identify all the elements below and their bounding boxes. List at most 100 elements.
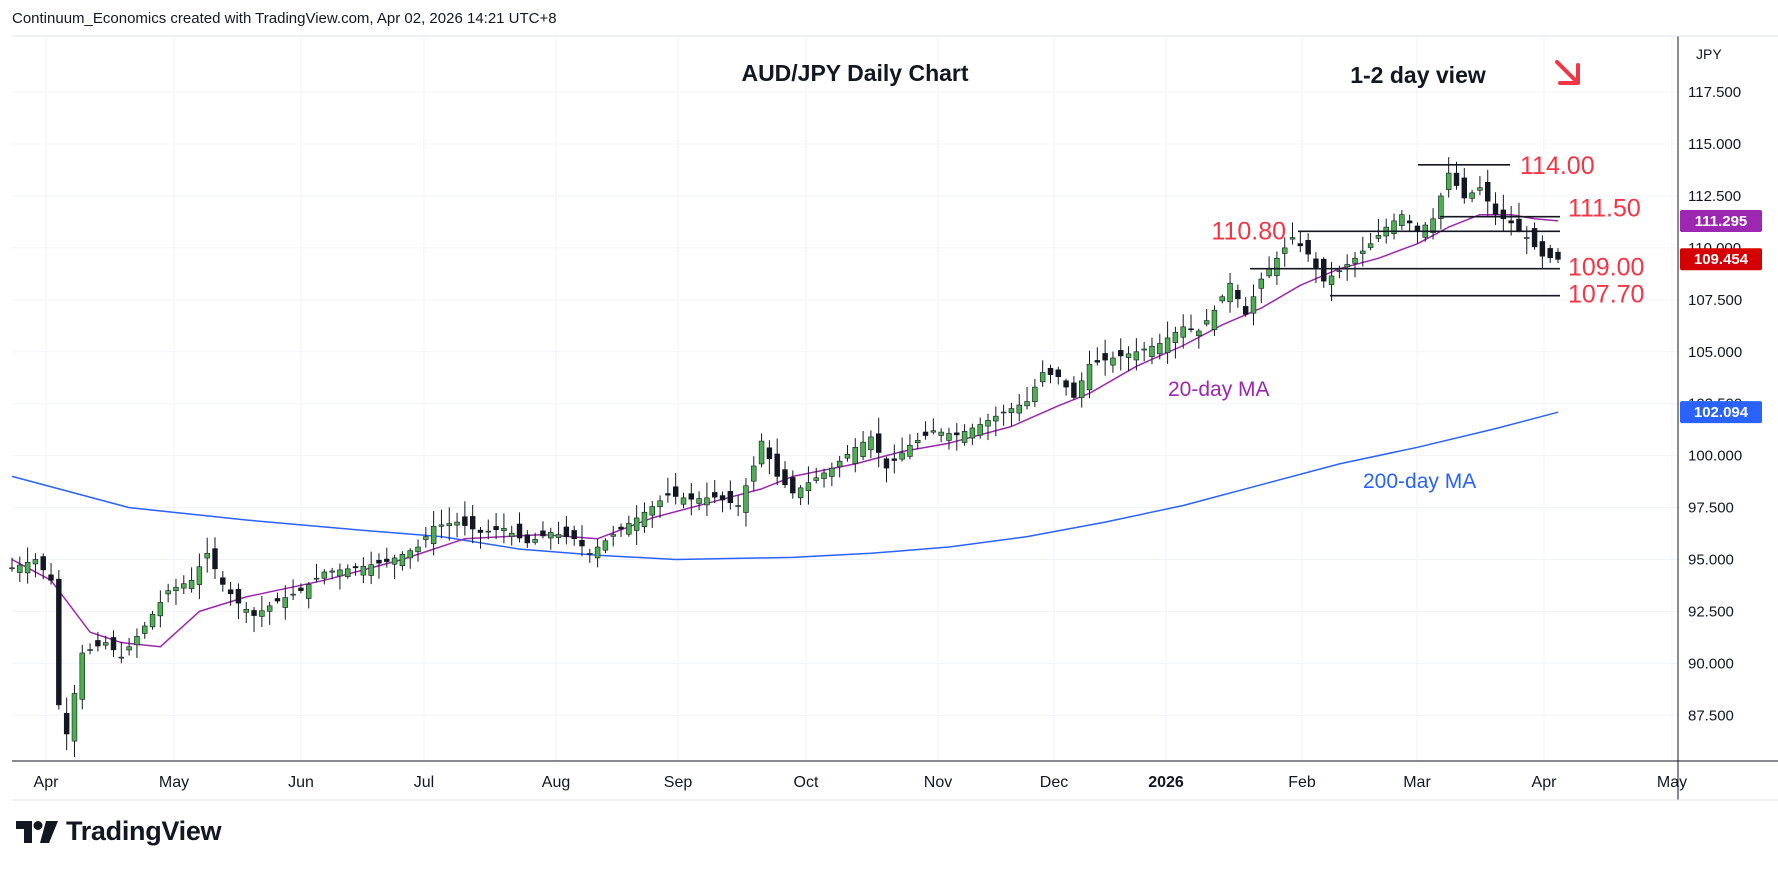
candle-body	[1094, 360, 1101, 363]
candle-body	[1391, 220, 1397, 234]
x-tick-label: Apr	[1532, 774, 1558, 791]
candle-body	[751, 465, 757, 482]
candle-body	[1008, 408, 1015, 413]
candle-body	[712, 492, 718, 498]
candle-body	[165, 590, 171, 595]
ma200-label: 200-day MA	[1363, 470, 1476, 493]
candle-body	[1219, 296, 1225, 302]
candle-body	[173, 586, 179, 592]
candle-body	[688, 493, 695, 500]
candle-body	[360, 565, 367, 576]
candle-body	[735, 505, 741, 507]
candle-body	[946, 433, 952, 441]
candle-body	[118, 656, 125, 659]
candle-body	[1352, 257, 1358, 264]
candle-body	[313, 577, 320, 580]
candle-body	[891, 458, 898, 461]
candle-body	[204, 552, 210, 559]
candle-body	[1516, 218, 1522, 231]
candle-body	[227, 589, 234, 595]
candle-body	[95, 640, 101, 647]
candle-body	[1289, 237, 1296, 240]
candle-body	[548, 532, 554, 539]
candle-body	[602, 540, 609, 551]
candle-body	[337, 569, 343, 577]
candle-body	[1125, 353, 1132, 358]
candle-body	[149, 613, 156, 628]
candle-body	[493, 526, 499, 531]
candle-body	[954, 432, 960, 436]
candle-body	[540, 530, 546, 537]
candle-body	[626, 523, 632, 535]
x-tick-label: Apr	[34, 774, 60, 791]
candle-body	[1039, 372, 1046, 383]
candle-body	[181, 583, 187, 589]
candle-body	[633, 517, 640, 531]
candle-body	[782, 469, 788, 486]
candle-body	[251, 610, 257, 616]
brand: TradingView	[16, 816, 222, 847]
level-label: 111.50	[1568, 195, 1641, 223]
candle-body	[993, 415, 999, 422]
ma20-label: 20-day MA	[1168, 378, 1270, 401]
candle-body	[110, 637, 117, 651]
candle-body	[1430, 218, 1436, 233]
currency-label: JPY	[1696, 46, 1722, 62]
candle-body	[290, 593, 296, 596]
brand-name: TradingView	[66, 816, 222, 846]
y-tick-label: 90.000	[1688, 655, 1734, 672]
price-badge	[1680, 209, 1762, 232]
chart-axes: 117.500115.000112.500110.000107.500105.0…	[12, 35, 1778, 801]
candle-body	[1500, 209, 1507, 220]
candle-body	[704, 497, 710, 506]
candle-body	[282, 597, 289, 608]
candle-body	[1071, 382, 1077, 398]
candle-body	[485, 530, 492, 533]
candle-body	[196, 566, 203, 585]
candle-body	[977, 424, 983, 436]
candle-body	[407, 550, 413, 559]
tradingview-logo-icon	[16, 820, 58, 843]
ma200-line	[11, 411, 1559, 561]
candle-body	[821, 472, 827, 479]
candle-body	[1375, 235, 1382, 239]
candle-body	[1461, 177, 1468, 199]
candle-body	[24, 561, 31, 574]
candle-body	[220, 577, 226, 585]
candle-body	[102, 642, 109, 646]
candle-body	[969, 427, 976, 439]
candle-body	[868, 436, 874, 451]
candle-body	[87, 649, 93, 651]
candle-body	[587, 552, 593, 555]
candle-body	[1102, 353, 1108, 361]
x-tick-label: Nov	[924, 774, 952, 791]
candle-body	[1133, 351, 1140, 361]
candle-body	[922, 431, 929, 436]
candle-body	[1438, 195, 1444, 219]
candle-body	[1344, 264, 1350, 268]
candle-body	[298, 587, 304, 591]
candle-body	[672, 486, 679, 497]
x-tick-label: Mar	[1403, 774, 1431, 791]
candle-body	[501, 528, 507, 532]
candle-body	[1055, 369, 1062, 377]
view-label: 1-2 day view	[1350, 62, 1486, 88]
ma200-line-group	[11, 411, 1559, 561]
candle-body	[508, 532, 515, 538]
candle-body	[961, 431, 968, 443]
candle-body	[743, 485, 749, 513]
candle-body	[696, 498, 702, 504]
candle-body	[1477, 187, 1483, 191]
candle-body	[1164, 337, 1171, 354]
candle-body	[1032, 386, 1038, 402]
candle-body	[1063, 380, 1069, 388]
x-tick-label: May	[159, 774, 189, 791]
candle-body	[157, 602, 164, 617]
candle-body	[1406, 220, 1413, 224]
candle-body	[1203, 320, 1210, 325]
candle-body	[555, 534, 562, 538]
x-tick-label: Sep	[664, 774, 693, 791]
candle-body	[1328, 275, 1335, 285]
candle-body	[657, 500, 663, 507]
